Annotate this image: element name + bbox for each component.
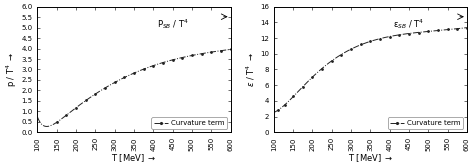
X-axis label: T [MeV] $\rightarrow$: T [MeV] $\rightarrow$ (111, 152, 157, 164)
Text: ε$_{SB}$ / T$^4$: ε$_{SB}$ / T$^4$ (393, 17, 425, 31)
Y-axis label: $\varepsilon$ / T$^4$ $\rightarrow$: $\varepsilon$ / T$^4$ $\rightarrow$ (245, 52, 257, 87)
Y-axis label: p / T$^4$ $\rightarrow$: p / T$^4$ $\rightarrow$ (4, 52, 18, 87)
X-axis label: T [MeV] $\rightarrow$: T [MeV] $\rightarrow$ (347, 152, 393, 164)
Legend: Curvature term: Curvature term (151, 117, 227, 129)
Legend: Curvature term: Curvature term (388, 117, 464, 129)
Text: P$_{SB}$ / T$^4$: P$_{SB}$ / T$^4$ (157, 17, 189, 31)
